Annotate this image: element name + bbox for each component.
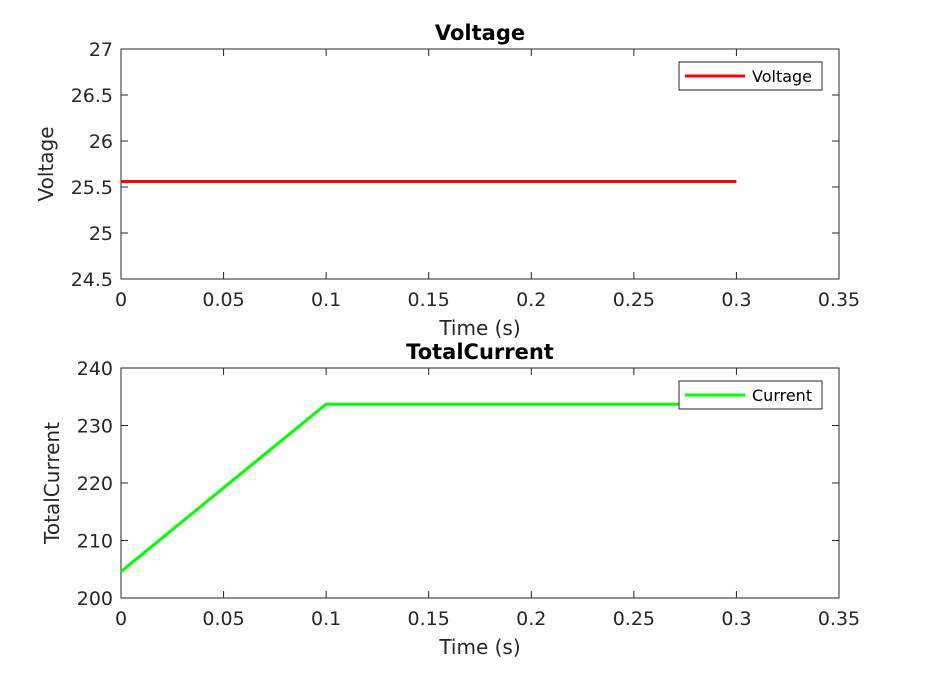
legend-entry: Current — [752, 386, 812, 405]
chart-panel-1: 0 0.05 0.1 0.15 0.2 0.25 0.3 0.35 24.5 25 25.5 26 26… — [34, 21, 860, 340]
series-line-current — [120, 402, 737, 573]
x-axis-label: Time (s) — [438, 635, 520, 659]
x-tick-label: 0.3 — [721, 289, 751, 311]
y-axis-label: TotalCurrent — [40, 422, 64, 545]
x-axis-label: Time (s) — [438, 316, 520, 340]
x-tick-label: 0.25 — [613, 608, 655, 630]
x-tick-label: 0.35 — [818, 289, 860, 311]
x-tick-label: 0 — [115, 608, 127, 630]
y-tick-label: 27 — [89, 39, 113, 61]
y-tick-label: 210 — [77, 531, 113, 553]
y-tick-label: 26 — [89, 131, 113, 153]
y-tick-label: 230 — [77, 416, 113, 438]
x-tick-label: 0.2 — [516, 608, 546, 630]
x-tick-label: 0 — [115, 289, 127, 311]
y-tick-label: 25 — [89, 223, 113, 245]
y-tick-label: 24.5 — [71, 269, 113, 291]
x-tick-label: 0.05 — [202, 608, 244, 630]
chart-title: TotalCurrent — [406, 340, 554, 364]
y-tick-label: 240 — [77, 358, 113, 380]
y-tick-label: 25.5 — [71, 177, 113, 199]
legend-entry: Voltage — [752, 67, 812, 86]
y-axis-label: Voltage — [34, 126, 58, 201]
y-tick-label: 220 — [77, 473, 113, 495]
y-tick-label: 26.5 — [71, 85, 113, 107]
y-tick-label: 200 — [77, 588, 113, 610]
chart-title: Voltage — [435, 21, 525, 45]
chart-panel-2: 0 0.05 0.1 0.15 0.2 0.25 0.3 0.35 200 210 220 230 24… — [40, 340, 860, 659]
x-tick-label: 0.05 — [202, 289, 244, 311]
x-tick-label: 0.15 — [408, 608, 450, 630]
x-tick-label: 0.2 — [516, 289, 546, 311]
x-tick-label: 0.15 — [408, 289, 450, 311]
legend: Voltage — [678, 61, 823, 91]
x-tick-label: 0.25 — [613, 289, 655, 311]
x-tick-label: 0.1 — [311, 289, 341, 311]
x-tick-label: 0.1 — [311, 608, 341, 630]
legend: Current — [678, 380, 823, 410]
x-tick-label: 0.35 — [818, 608, 860, 630]
x-tick-label: 0.3 — [721, 608, 751, 630]
